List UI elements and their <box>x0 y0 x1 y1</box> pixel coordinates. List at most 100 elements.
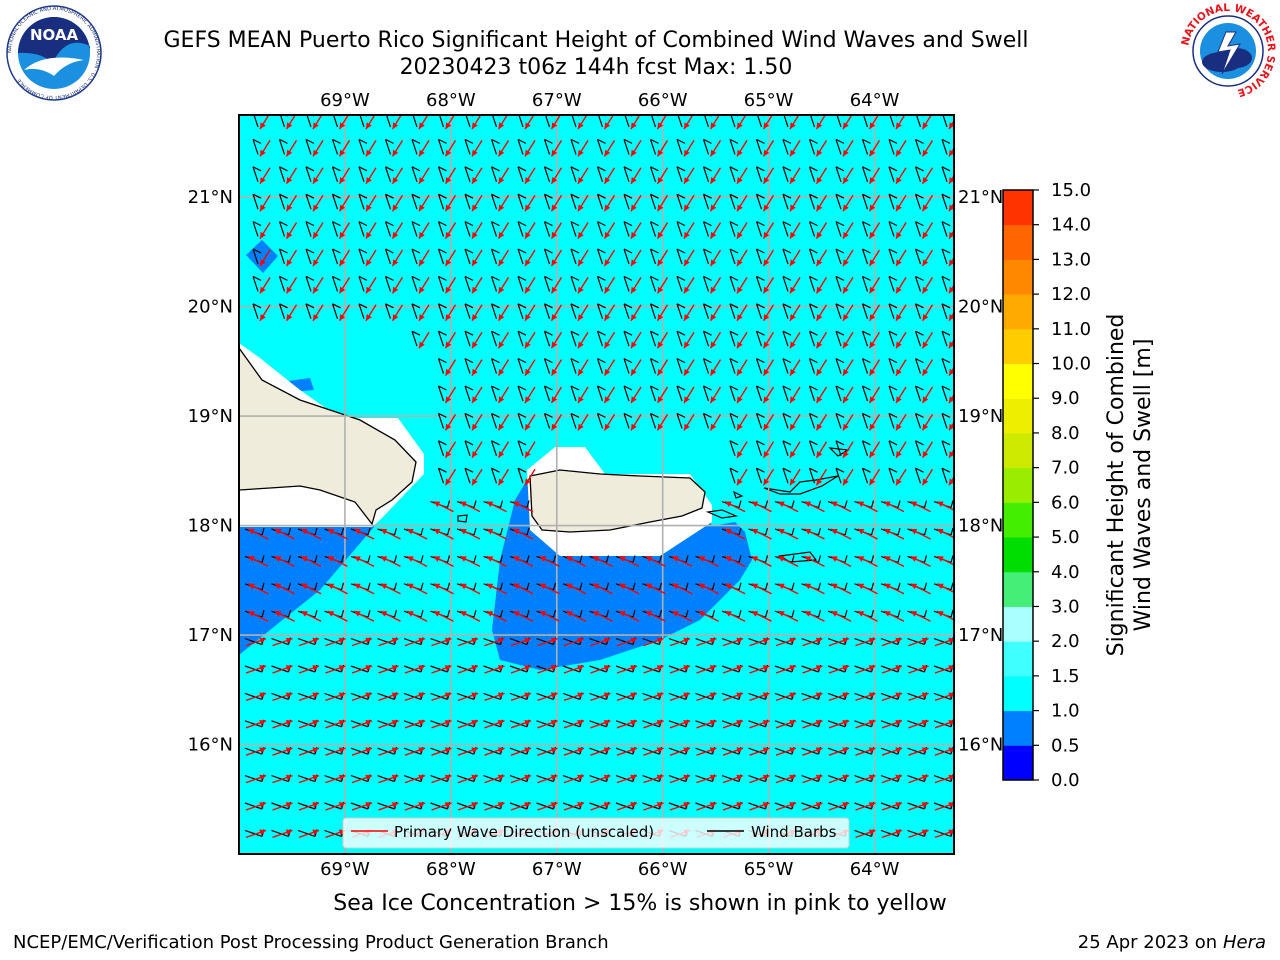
wave-arrow <box>724 500 746 513</box>
wave-arrow <box>656 249 669 267</box>
wave-arrow <box>696 719 717 729</box>
wave-arrow <box>815 386 828 404</box>
land-hispaniola <box>239 346 417 526</box>
wave-arrow <box>484 665 505 674</box>
wind-barb <box>437 221 447 237</box>
chart-title: GEFS MEAN Puerto Rico Significant Height… <box>163 28 1029 53</box>
wave-arrow <box>391 277 404 294</box>
wave-arrow <box>645 610 666 622</box>
map-legend: Primary Wave Direction (unscaled) Wind B… <box>342 817 850 849</box>
wave-arrow <box>325 665 346 674</box>
wave-arrow <box>842 167 854 185</box>
wave-arrow <box>577 249 589 267</box>
wind-barb <box>676 385 686 402</box>
wave-arrow <box>592 583 613 595</box>
wave-arrow <box>524 167 536 185</box>
wind-barb <box>252 248 262 265</box>
wind-barb <box>702 166 712 182</box>
wave-arrow <box>577 277 589 294</box>
wave-arrow <box>895 277 907 294</box>
wave-arrow <box>842 331 854 349</box>
wind-barb <box>464 193 474 210</box>
wind-barb <box>543 166 553 182</box>
wind-barb <box>384 221 394 237</box>
wave-arrow <box>325 637 346 647</box>
wave-arrow <box>550 331 563 349</box>
wave-arrow <box>830 610 852 622</box>
wave-arrow <box>709 386 722 404</box>
wind-barb <box>835 193 845 210</box>
wave-arrow <box>921 277 934 294</box>
wave-arrow <box>908 637 929 647</box>
wave-arrow <box>815 222 828 239</box>
wave-arrow <box>245 719 267 729</box>
wave-arrow <box>497 386 510 404</box>
wind-barb <box>305 303 315 319</box>
wave-arrow <box>353 610 375 622</box>
wave-arrow <box>431 665 452 674</box>
wave-arrow <box>486 555 507 568</box>
wind-barb <box>782 221 792 237</box>
wind-barb <box>649 193 659 210</box>
wind-barb <box>437 467 447 484</box>
wind-barb <box>464 330 474 347</box>
wave-arrow <box>855 829 876 839</box>
wind-barb <box>649 358 659 374</box>
lon-tick-label-top: 65°W <box>744 90 794 111</box>
wave-arrow <box>762 386 775 404</box>
colorbar-tick-label: 0.0 <box>1051 770 1080 791</box>
wave-arrow <box>247 555 269 568</box>
wave-arrow <box>828 802 850 811</box>
wave-arrow <box>577 140 589 157</box>
wave-arrow <box>669 774 691 784</box>
wave-arrow <box>486 528 507 540</box>
wind-barb <box>808 358 818 374</box>
wave-arrow <box>881 747 903 756</box>
wind-barb <box>861 275 871 292</box>
wave-arrow <box>804 583 825 595</box>
wave-arrow <box>539 583 560 595</box>
wave-arrow <box>643 692 664 702</box>
wave-arrow <box>406 610 428 622</box>
wave-arrow <box>380 583 401 595</box>
nws-logo: NATIONAL WEATHER SERVICE <box>1179 2 1277 99</box>
wave-arrow <box>722 774 744 784</box>
colorbar-segment <box>1003 606 1033 642</box>
wind-barb <box>782 385 792 402</box>
wave-arrow <box>592 555 613 568</box>
wave-arrow <box>312 194 324 212</box>
wave-arrow <box>630 304 642 322</box>
wind-barb <box>464 385 474 402</box>
lon-tick-label-bottom: 67°W <box>532 859 582 880</box>
wave-arrow <box>338 194 351 212</box>
wind-barb <box>914 275 924 292</box>
colorbar-segment <box>1003 537 1033 573</box>
wind-barb <box>623 358 633 374</box>
wind-barb <box>517 412 527 429</box>
wind-barb <box>278 303 288 319</box>
wind-barb <box>729 412 739 429</box>
wave-arrow <box>948 393 954 404</box>
colorbar-tick-label: 15.0 <box>1051 180 1091 201</box>
wave-arrow <box>751 610 772 622</box>
wind-barb <box>782 193 792 210</box>
colorbar-label-line2: Wind Waves and Swell [m] <box>1131 339 1156 632</box>
wind-barb <box>702 385 712 402</box>
wind-barb <box>490 330 500 347</box>
wind-barb <box>941 275 951 292</box>
wind-barb <box>888 303 898 319</box>
wind-barb <box>914 467 924 484</box>
wave-arrow <box>497 194 510 212</box>
wave-arrow <box>300 528 322 540</box>
lat-tick-label-right: 21°N <box>958 187 1003 208</box>
wave-arrow <box>406 555 428 568</box>
wave-arrow <box>510 665 532 674</box>
wave-arrow <box>948 119 954 130</box>
wind-barb <box>808 275 818 292</box>
wave-arrow <box>842 468 854 486</box>
wind-barb <box>570 303 580 319</box>
wind-barb <box>358 303 368 319</box>
wind-barb <box>914 193 924 210</box>
wave-arrow <box>298 637 320 647</box>
